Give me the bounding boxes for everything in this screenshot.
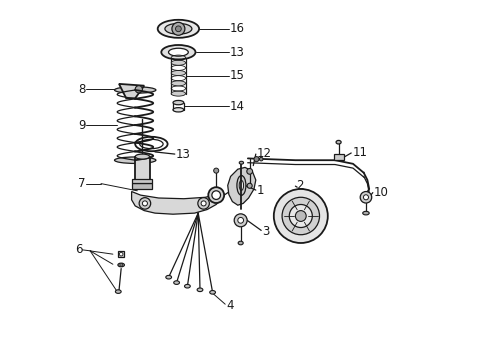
Ellipse shape xyxy=(171,71,186,76)
Text: 13: 13 xyxy=(230,46,245,59)
Text: 11: 11 xyxy=(352,146,368,159)
Circle shape xyxy=(238,217,244,223)
Circle shape xyxy=(274,189,328,243)
Circle shape xyxy=(247,168,252,174)
Circle shape xyxy=(360,192,372,203)
Bar xyxy=(118,251,124,257)
Ellipse shape xyxy=(173,108,184,112)
Circle shape xyxy=(208,187,224,203)
Ellipse shape xyxy=(174,281,179,284)
Ellipse shape xyxy=(115,87,156,93)
Ellipse shape xyxy=(197,288,203,292)
Text: 9: 9 xyxy=(78,118,86,132)
Polygon shape xyxy=(228,167,256,205)
Ellipse shape xyxy=(171,91,186,96)
Circle shape xyxy=(214,168,219,173)
Text: 15: 15 xyxy=(230,69,245,82)
Circle shape xyxy=(364,195,368,200)
Circle shape xyxy=(282,197,319,235)
Ellipse shape xyxy=(158,20,199,38)
Ellipse shape xyxy=(161,45,196,59)
Ellipse shape xyxy=(165,23,192,34)
Circle shape xyxy=(289,204,312,228)
Ellipse shape xyxy=(118,263,124,267)
Circle shape xyxy=(143,201,147,206)
Circle shape xyxy=(234,214,247,227)
Text: 2: 2 xyxy=(296,179,304,192)
Ellipse shape xyxy=(239,180,244,190)
Ellipse shape xyxy=(171,60,186,65)
Circle shape xyxy=(254,157,259,162)
Ellipse shape xyxy=(185,284,190,288)
Text: 16: 16 xyxy=(230,22,245,35)
Circle shape xyxy=(135,86,143,93)
Ellipse shape xyxy=(115,157,156,163)
Bar xyxy=(334,154,343,160)
Ellipse shape xyxy=(120,264,122,266)
Text: 7: 7 xyxy=(78,177,86,190)
Circle shape xyxy=(247,183,252,188)
Ellipse shape xyxy=(116,290,121,293)
Ellipse shape xyxy=(169,48,188,56)
Circle shape xyxy=(201,201,206,206)
Circle shape xyxy=(120,252,123,256)
Ellipse shape xyxy=(363,211,369,215)
Circle shape xyxy=(259,157,263,161)
Text: 4: 4 xyxy=(226,299,234,312)
Ellipse shape xyxy=(135,154,149,159)
Ellipse shape xyxy=(237,176,246,195)
Bar xyxy=(132,179,152,183)
Text: 6: 6 xyxy=(75,243,82,256)
Circle shape xyxy=(212,191,220,199)
Text: 1: 1 xyxy=(257,184,265,197)
Polygon shape xyxy=(119,84,144,98)
Text: 13: 13 xyxy=(176,148,191,161)
Ellipse shape xyxy=(239,161,244,164)
Text: 12: 12 xyxy=(257,147,272,160)
Bar xyxy=(135,157,149,189)
Text: 14: 14 xyxy=(230,100,245,113)
Circle shape xyxy=(175,26,181,32)
Text: 5: 5 xyxy=(232,184,239,197)
Circle shape xyxy=(295,211,306,221)
Circle shape xyxy=(139,198,151,209)
Polygon shape xyxy=(132,192,221,214)
Ellipse shape xyxy=(238,241,243,245)
Circle shape xyxy=(198,198,209,209)
Text: 3: 3 xyxy=(262,225,270,238)
Ellipse shape xyxy=(171,81,186,86)
Ellipse shape xyxy=(210,291,216,294)
Bar xyxy=(132,183,152,189)
Circle shape xyxy=(172,22,185,35)
Ellipse shape xyxy=(166,275,171,279)
Ellipse shape xyxy=(173,100,184,105)
Text: 8: 8 xyxy=(78,83,86,96)
Text: 10: 10 xyxy=(374,186,389,199)
Ellipse shape xyxy=(336,140,341,144)
